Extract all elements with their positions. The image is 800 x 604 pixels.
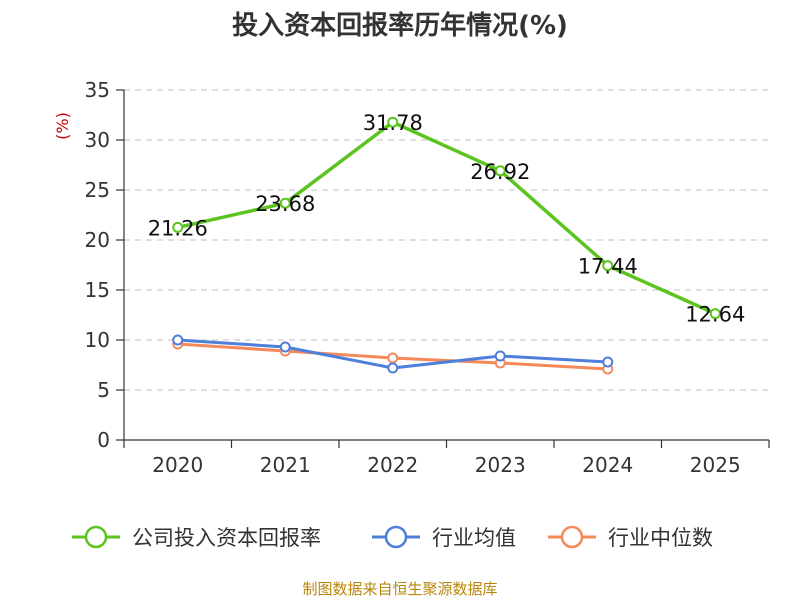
legend-item-2[interactable]: 行业均值 [372,525,516,550]
data-point [387,116,399,128]
data-point [709,308,721,320]
data-label: 17.44 [578,255,638,279]
y-tick-label: 15 [85,278,110,302]
legend-marker [560,525,584,549]
x-tick-label: 2021 [260,453,311,477]
legend[interactable]: 公司投入资本回报率 行业均值 行业中位数 [72,525,713,550]
data-point [602,356,614,368]
series-group [172,116,721,375]
data-label: 12.64 [685,303,745,327]
source-note: 制图数据来自恒生聚源数据库 [302,580,497,598]
legend-marker [84,525,108,549]
x-tick-label: 2022 [367,453,418,477]
legend-marker [384,525,408,549]
y-tick-label: 30 [85,128,110,152]
y-axis-unit-label: (%) [53,112,72,140]
y-tick-label: 5 [97,378,110,402]
data-point [494,350,506,362]
y-tick-label: 25 [85,178,110,202]
series-2 [172,334,614,374]
y-tick-label: 10 [85,328,110,352]
legend-label: 行业中位数 [608,526,713,550]
y-tick-label: 35 [85,78,110,102]
legend-item-3[interactable]: 行业中位数 [548,525,713,550]
chart-title: 投入资本回报率历年情况(%) [232,10,568,41]
x-tick-label: 2023 [475,453,526,477]
x-tick-label: 2024 [582,453,633,477]
data-point [387,352,399,364]
series-line [176,120,717,316]
data-point [494,165,506,177]
series-1 [172,116,721,320]
data-label: 26.92 [470,160,530,184]
data-point [172,334,184,346]
data-label: 31.78 [363,111,423,135]
data-label: 21.26 [148,216,208,240]
legend-item-1[interactable]: 公司投入资本回报率 [72,525,321,550]
x-tick-label: 2025 [690,453,741,477]
y-tick-label: 20 [85,228,110,252]
data-point [279,197,291,209]
y-tick-label: 0 [97,428,110,452]
data-point [387,362,399,374]
x-tick-label: 2020 [152,453,203,477]
data-point [172,221,184,233]
data-label: 23.68 [255,192,315,216]
data-point [279,341,291,353]
legend-label: 行业均值 [432,526,516,550]
grid-lines [124,89,769,391]
data-labels: 21.26 23.68 31.78 26.92 17.44 12.64 [148,111,746,326]
data-point [602,260,614,272]
legend-label: 公司投入资本回报率 [132,526,321,550]
